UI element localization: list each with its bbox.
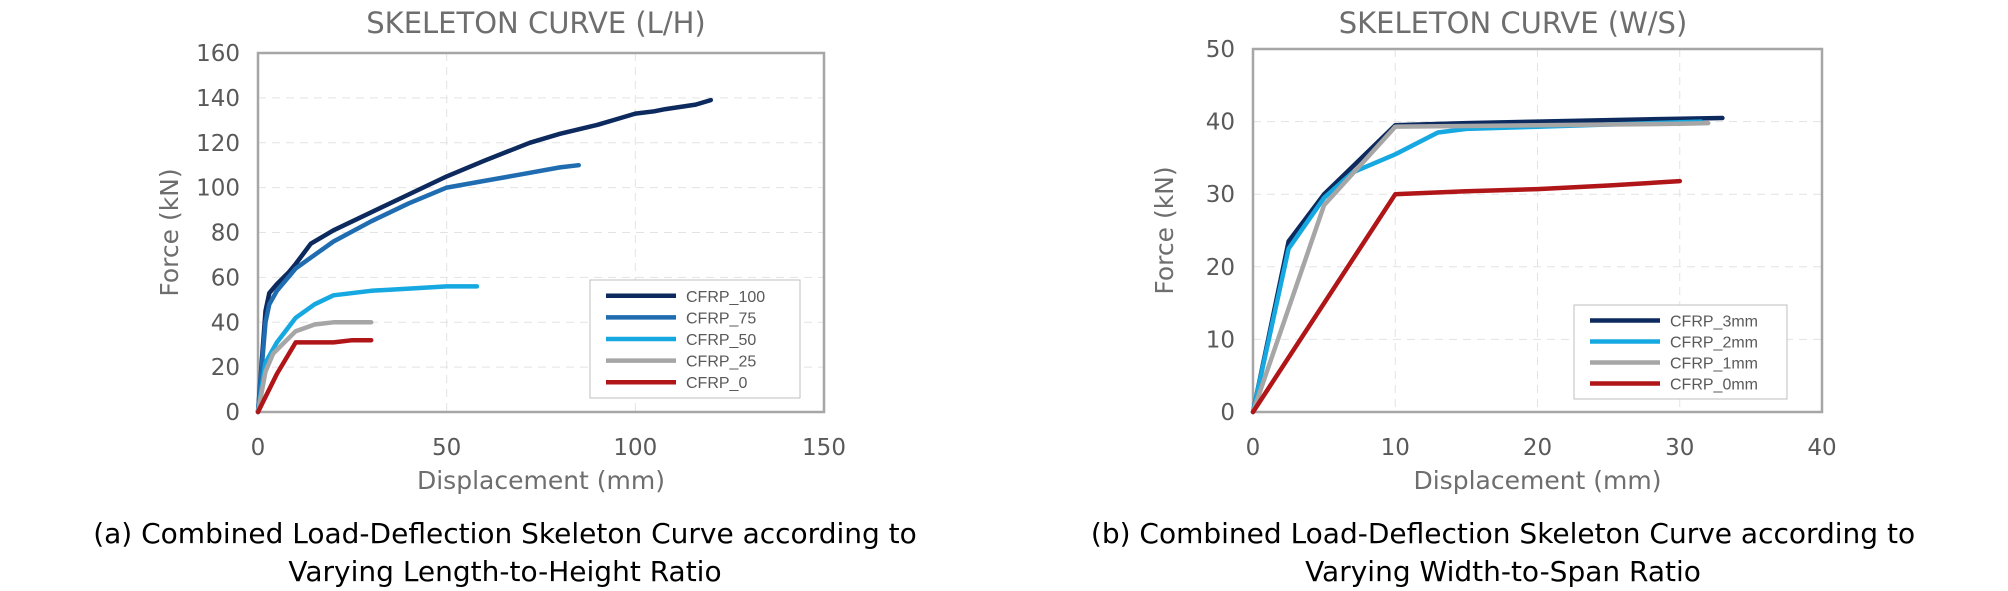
legend-label: CFRP_25: [686, 354, 756, 371]
legend-label: CFRP_0mm: [1670, 377, 1758, 394]
y-tick-label: 80: [211, 221, 240, 247]
x-axis-label: Displacement (mm): [417, 466, 665, 495]
y-tick-label: 10: [1206, 327, 1235, 353]
x-tick-label: 10: [1381, 435, 1410, 461]
y-tick-label: 140: [196, 86, 240, 112]
y-tick-label: 160: [196, 41, 240, 67]
x-tick-label: 50: [432, 435, 461, 461]
legend-label: CFRP_50: [686, 332, 756, 349]
chart-b: 0 10 20 30 40 50 0 10 20 30 40 SKELETON CURVE (W/S)…: [1091, 6, 1915, 588]
y-tick-label: 100: [196, 176, 240, 202]
legend-label: CFRP_100: [686, 289, 765, 306]
x-tick-label: 150: [802, 435, 846, 461]
x-tick-label: 0: [251, 435, 266, 461]
y-tick-label: 120: [196, 131, 240, 157]
legend: CFRP_100 CFRP_75 CFRP_50 CFRP_25 CFRP_0: [589, 279, 801, 399]
legend-label: CFRP_3mm: [1670, 314, 1758, 331]
y-tick-label: 30: [1206, 182, 1235, 208]
chart-a: 0 20 40 60 80 100 120 140 160 0 50 100 150 SKELETON C…: [93, 6, 917, 588]
series-line-CFRP_0mm: [1250, 178, 1683, 415]
y-tick-label: 60: [211, 265, 240, 291]
legend: CFRP_3mm CFRP_2mm CFRP_1mm CFRP_0mm: [1573, 304, 1788, 400]
x-axis-label: Displacement (mm): [1413, 466, 1661, 495]
legend-label: CFRP_75: [686, 310, 756, 327]
figure-caption-line-1: (a) Combined Load-Deflection Skeleton Cu…: [93, 517, 917, 550]
y-axis-label: Force (kN): [1150, 166, 1179, 294]
series-line-CFRP_1mm: [1250, 120, 1711, 415]
x-tick-label: 20: [1523, 435, 1552, 461]
y-tick-label: 40: [211, 310, 240, 336]
legend-label: CFRP_1mm: [1670, 356, 1758, 373]
legend-box: [589, 279, 801, 399]
figure-caption-line-2: Varying Width-to-Span Ratio: [1305, 555, 1701, 588]
y-tick-label: 0: [1220, 400, 1235, 426]
x-tick-label: 0: [1246, 435, 1261, 461]
y-tick-label: 20: [1206, 255, 1235, 281]
chart-title: SKELETON CURVE (W/S): [1339, 6, 1688, 40]
figure-caption-line-1: (b) Combined Load-Deflection Skeleton Cu…: [1091, 517, 1915, 550]
series-line-CFRP_25: [255, 320, 374, 415]
y-tick-label: 50: [1206, 37, 1235, 63]
plot-frame: [256, 51, 826, 414]
y-tick-label: 0: [225, 400, 240, 426]
x-tick-label: 40: [1807, 435, 1836, 461]
series-line-CFRP_75: [255, 162, 581, 415]
figure-caption-line-2: Varying Length-to-Height Ratio: [288, 555, 721, 588]
legend-label: CFRP_0: [686, 375, 747, 392]
legend-label: CFRP_2mm: [1670, 335, 1758, 352]
plot-frame: [1251, 47, 1824, 414]
chart-title: SKELETON CURVE (L/H): [366, 6, 705, 40]
series-line-CFRP_3mm: [1250, 115, 1725, 415]
y-tick-label: 40: [1206, 110, 1235, 136]
series-line-CFRP_0: [255, 337, 374, 415]
x-tick-label: 100: [613, 435, 657, 461]
y-axis-label: Force (kN): [155, 168, 184, 296]
x-tick-label: 30: [1665, 435, 1694, 461]
series-line-CFRP_100: [255, 97, 714, 415]
y-tick-label: 20: [211, 355, 240, 381]
